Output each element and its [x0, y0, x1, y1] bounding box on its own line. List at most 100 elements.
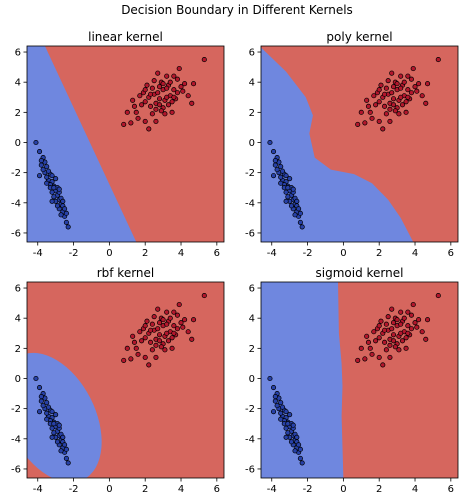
point-red [158, 344, 164, 350]
point-red [355, 121, 361, 127]
x-tick-label: 0 [106, 248, 112, 259]
point-blue [278, 416, 284, 422]
point-red [378, 318, 384, 324]
point-red [376, 118, 382, 124]
point-blue [287, 176, 293, 182]
point-red [358, 345, 364, 351]
panel-2: poly kernel -4 -2 0 2 4 6 6 4 2 0 -2 -4 -6 [245, 30, 459, 259]
point-blue [278, 180, 284, 186]
point-red [376, 87, 382, 93]
point-blue [283, 425, 289, 431]
point-red [401, 79, 407, 85]
point-blue [63, 219, 69, 225]
point-red [135, 115, 141, 121]
axes-frame [26, 45, 225, 243]
point-red [390, 102, 397, 108]
point-blue [49, 409, 55, 415]
point-blue [278, 174, 284, 180]
point-red [149, 85, 155, 91]
point-red [182, 81, 188, 87]
point-blue [58, 448, 64, 454]
point-blue [290, 422, 296, 428]
axes-frame [260, 45, 459, 243]
y-tick-label: -4 [245, 434, 255, 445]
point-blue [58, 212, 64, 218]
point-blue [60, 434, 66, 440]
y-tick-label: -4 [245, 198, 255, 209]
point-blue [287, 412, 293, 418]
point-blue [292, 448, 298, 454]
y-tick-label: -2 [11, 404, 21, 415]
y-tick-label: 6 [15, 48, 21, 59]
point-red [385, 78, 391, 84]
point-blue [274, 167, 280, 173]
point-red [158, 108, 164, 114]
point-red [373, 338, 379, 344]
x-tick-label: 4 [412, 484, 418, 495]
point-red [156, 338, 163, 344]
point-red [167, 79, 173, 85]
point-red [151, 78, 157, 84]
y-tick-label: 2 [249, 108, 255, 119]
point-red [419, 329, 425, 335]
point-red [367, 109, 373, 115]
point-red [171, 323, 177, 329]
point-blue [272, 158, 278, 164]
point-red [164, 321, 170, 327]
y-tick-label: -4 [11, 434, 21, 445]
point-red [148, 327, 154, 333]
point-blue [63, 210, 69, 216]
point-blue [278, 400, 284, 406]
point-red [171, 73, 177, 79]
point-red [425, 81, 431, 87]
point-blue [297, 455, 303, 461]
panel-title: sigmoid kernel [316, 266, 404, 280]
x-tick-label: -4 [267, 484, 277, 495]
point-red [380, 362, 386, 368]
point-red [153, 118, 159, 124]
point-red [146, 126, 152, 132]
point-red [171, 330, 177, 336]
y-tick-label: -6 [11, 228, 21, 239]
y-tick-label: -2 [245, 168, 255, 179]
point-red [389, 326, 395, 332]
x-tick-label: 0 [340, 248, 346, 259]
x-tick-label: -2 [303, 248, 313, 259]
x-tick-label: -4 [33, 484, 43, 495]
point-blue [44, 400, 50, 406]
x-tick-label: 6 [448, 484, 454, 495]
point-red [396, 347, 402, 353]
point-red [156, 102, 163, 108]
y-tick-label: -6 [11, 464, 21, 475]
point-red [405, 330, 411, 336]
point-red [403, 345, 409, 351]
y-tick-label: 0 [15, 138, 21, 149]
point-red [121, 121, 127, 127]
point-red [133, 109, 139, 115]
point-red [130, 333, 136, 339]
point-red [165, 102, 172, 108]
point-red [392, 344, 398, 350]
point-red [369, 351, 375, 357]
point-red [155, 306, 161, 312]
point-blue [62, 442, 68, 448]
y-tick-label: 2 [15, 344, 21, 355]
point-red [156, 84, 163, 90]
point-red [425, 317, 431, 323]
y-tick-label: 4 [249, 78, 255, 89]
point-blue [56, 186, 62, 192]
point-red [176, 66, 182, 72]
point-red [408, 312, 414, 318]
point-red [155, 90, 161, 96]
point-red [169, 345, 175, 351]
point-red [412, 84, 418, 90]
point-red [169, 109, 175, 115]
panel-4: sigmoid kernel -4 -2 0 2 4 6 6 4 2 0 -2 -4 -6 [245, 266, 459, 495]
point-blue [65, 224, 71, 230]
point-red [149, 321, 155, 327]
plot-area [27, 46, 224, 242]
point-red [398, 94, 404, 100]
point-blue [283, 173, 289, 179]
point-red [185, 93, 191, 99]
